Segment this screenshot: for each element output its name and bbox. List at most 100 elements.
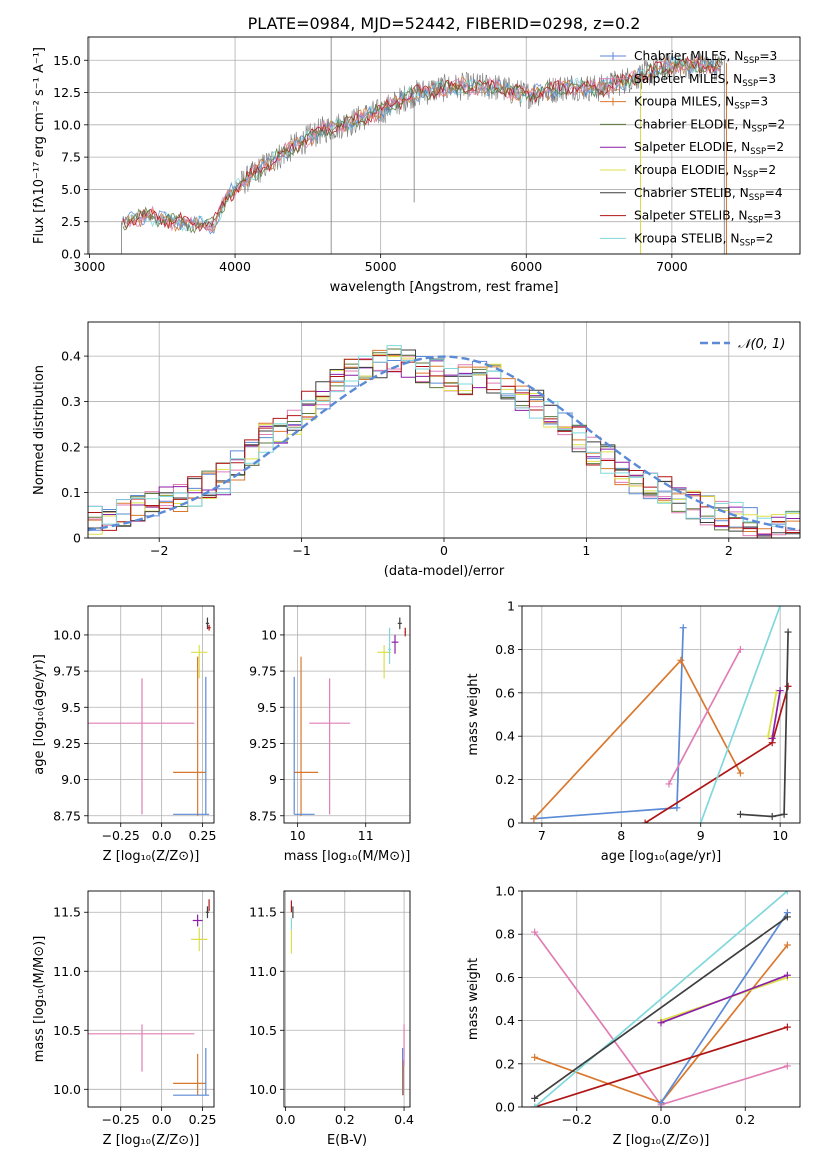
y-tick-label: 9.75	[53, 664, 81, 679]
x-tick-label: 0.25	[189, 828, 217, 843]
y-tick-label: 8.75	[249, 808, 277, 823]
x-tick-label: −1	[292, 543, 310, 558]
weight-line-se	[660, 974, 788, 1024]
weight_vs_age-panel: 7 8 9 10 0 0.2 0.4 0.6 0.8 1 age [log₁₀(age/yr)] ma…	[466, 599, 801, 864]
legend-label-cm: Chabrier MILES, NSSP=3	[634, 49, 777, 66]
mass_vs_Z-points	[88, 899, 210, 1096]
x-axis-label: Z [log₁₀(Z/Z⊙)]	[103, 1133, 200, 1148]
histogram-series-ks	[88, 345, 800, 527]
x-tick-label: 10	[772, 828, 788, 843]
model-spectrum-cm	[122, 55, 721, 235]
y-axis-label: Flux [fλ10⁻¹⁷ erg cm⁻² s⁻¹ A⁻¹]	[32, 47, 47, 244]
age_vs_Z-points	[88, 617, 211, 816]
weight-line-cs	[740, 631, 789, 818]
y-tick-label: 10.5	[53, 1023, 81, 1038]
weight-line-cm	[533, 627, 685, 820]
x-tick-label: 5000	[365, 259, 397, 274]
histogram-series-ss	[88, 354, 800, 538]
y-tick-label: 0.0	[495, 1100, 515, 1115]
y-axis-label: age [log₁₀(age/yr)]	[32, 654, 47, 775]
y-tick-label: 0.6	[495, 685, 515, 700]
y-tick-label: 9.5	[257, 700, 277, 715]
y-tick-label: 0.6	[495, 970, 515, 985]
weight_vs_Z-lines	[531, 891, 791, 1107]
spectrum-lines	[121, 37, 727, 254]
x-axis-label: mass [log₁₀(M/M⊙)]	[284, 849, 411, 864]
legend-text: =3	[759, 49, 777, 63]
y-tick-label: 8.75	[53, 808, 81, 823]
legend-text: Salpeter ELODIE, N	[634, 140, 750, 154]
y-tick-label: 5.0	[61, 182, 81, 197]
y-axis-label: mass weight	[466, 958, 481, 1040]
axes-frame	[87, 890, 215, 1108]
y-tick-label: 0.3	[61, 394, 81, 409]
x-tick-label: 6000	[510, 259, 542, 274]
legend-label-ss: Salpeter STELIB, NSSP=3	[634, 209, 781, 226]
age_vs_mass-points	[293, 617, 406, 816]
x-axis-label: age [log₁₀(age/yr)]	[601, 849, 722, 864]
y-tick-label: 1.0	[495, 884, 515, 899]
y-tick-label: 9.25	[53, 736, 81, 751]
x-tick-label: 0.0	[152, 1112, 172, 1127]
y-tick-label: 10.0	[53, 1082, 81, 1097]
legend-text: =3	[758, 72, 776, 86]
legend-subscript: SSP	[742, 170, 758, 180]
x-tick-label: 4000	[219, 259, 251, 274]
x-axis-label: (data-model)/error	[384, 564, 505, 579]
x-tick-label: 0.0	[276, 1112, 296, 1127]
y-tick-label: 11.0	[53, 964, 81, 979]
legend-text: Chabrier STELIB, N	[634, 186, 749, 200]
x-tick-label: 10	[290, 828, 306, 843]
plots-layer: 3000 4000 5000 6000 70000.02.55.07.510.012.5…	[32, 36, 801, 1148]
spectrum-panel: 3000 4000 5000 6000 7000 0.0 2.5 5.0 7.5 10.0 12.5…	[32, 36, 801, 295]
weight_vs_age-lines	[530, 606, 792, 823]
axes-frame	[87, 605, 215, 824]
weight-line-cm	[660, 912, 789, 1104]
legend-label-ks: Kroupa STELIB, NSSP=2	[634, 231, 773, 248]
legend-label-cs: Chabrier STELIB, NSSP=4	[634, 186, 783, 203]
axes-frame	[521, 890, 801, 1108]
weight_vs_Z-panel: −0.2 0.0 0.2 0.0 0.2 0.4 0.6 0.8 1.0 Z [log₁₀(Z/Z…	[466, 884, 801, 1148]
y-tick-label: 7.5	[61, 150, 81, 165]
y-tick-label: 0.1	[61, 485, 81, 500]
legend-text: Chabrier ELODIE, N	[634, 117, 751, 131]
x-tick-label: 0.2	[735, 1112, 755, 1127]
y-tick-label: 9.75	[249, 664, 277, 679]
x-tick-label: 3000	[74, 259, 106, 274]
y-tick-label: 0.8	[495, 642, 515, 657]
x-tick-label: 1	[582, 543, 590, 558]
figure-title: PLATE=0984, MJD=52442, FIBERID=0298, z=0…	[248, 14, 641, 33]
y-tick-label: 10.5	[249, 1023, 277, 1038]
x-axis-label: E(B-V)	[327, 1133, 367, 1148]
legend-text: Salpeter STELIB, N	[634, 209, 747, 223]
y-tick-label: 0.2	[61, 440, 81, 455]
y-tick-label: 10.0	[249, 1082, 277, 1097]
y-tick-label: 0.2	[495, 772, 515, 787]
mass_vs_ebv-panel: 0.0 0.2 0.4 10.0 10.5 11.0 11.5 E(B-V)	[249, 890, 414, 1148]
x-tick-label: 2	[725, 543, 733, 558]
mass_vs_ebv-points	[290, 900, 405, 1096]
legend-subscript: SSP	[734, 102, 750, 112]
weight-line-ks	[534, 891, 788, 1107]
axes-frame	[283, 890, 411, 1108]
weight-line-se	[771, 690, 781, 739]
y-tick-label: 9.5	[61, 700, 81, 715]
legend-subscript: SSP	[743, 56, 759, 66]
y-axis-label: mass [log₁₀(M/M⊙)]	[32, 936, 47, 1063]
weight-line-ss	[644, 686, 789, 823]
weight-line-km	[533, 658, 742, 820]
legend-text: Chabrier MILES, N	[634, 49, 743, 63]
y-tick-label: 0.4	[495, 1013, 515, 1028]
legend-text: Salpeter MILES, N	[634, 72, 742, 86]
age_vs_mass-panel: 10 11 8.75 9 9.25 9.5 9.75 10 mass [log₁₀(M/M⊙)]	[249, 605, 411, 864]
legend-label-ce: Chabrier ELODIE, NSSP=2	[634, 117, 785, 134]
y-tick-label: 0.8	[495, 927, 515, 942]
legend-text: =3	[750, 95, 768, 109]
y-tick-label: 2.5	[61, 214, 81, 229]
x-tick-label: 0.2	[335, 1112, 355, 1127]
legend-subscript: SSP	[751, 124, 767, 134]
histogram-steps	[88, 345, 800, 538]
y-tick-label: 11.5	[53, 905, 81, 920]
